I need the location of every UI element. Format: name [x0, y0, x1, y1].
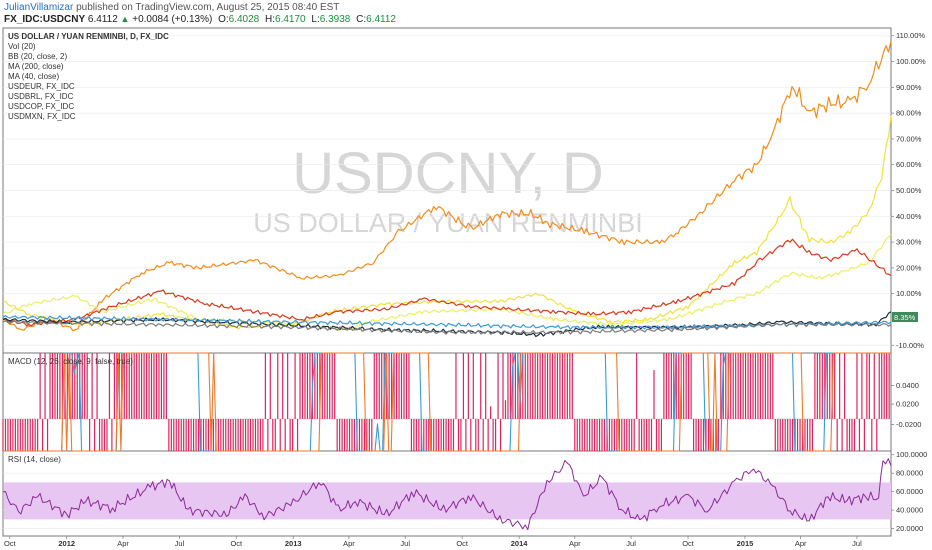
macd-histogram	[2, 353, 890, 451]
legend-item[interactable]: USDEUR, FX_IDC	[8, 82, 75, 91]
tick-label: 50.00%	[896, 186, 922, 195]
time-label: Oct	[230, 539, 243, 548]
tick-label: 100.00%	[896, 57, 926, 66]
low-label: L:	[311, 14, 320, 25]
main-price-axis[interactable]: -10.00% 10.00% 20.00% 30.00% 40.00% 50.00% 60.…	[891, 31, 926, 350]
series-line	[2, 458, 892, 531]
high-value: 6.4170	[275, 14, 306, 25]
series-line	[2, 311, 892, 338]
series-line	[2, 233, 892, 331]
tick-label: 70.00%	[896, 134, 922, 143]
publish-text: published on TradingView.com, August 25,…	[76, 2, 340, 13]
tick-label: 30.00%	[896, 238, 922, 247]
time-label: 2013	[285, 539, 302, 548]
time-label: Apr	[569, 539, 581, 548]
time-label: Apr	[343, 539, 355, 548]
macd-axis[interactable]: -0.0200 0.0200 0.0400	[891, 381, 921, 429]
low-value: 6.3938	[319, 14, 351, 25]
time-label: Apr	[117, 539, 129, 548]
tick-label: 100.0000	[896, 450, 927, 459]
rsi-band	[4, 482, 891, 520]
rsi-series	[2, 458, 892, 531]
tick-label: 20.0000	[896, 524, 923, 533]
up-arrow-icon: ▲	[120, 14, 130, 24]
tick-label: -0.0200	[896, 420, 921, 429]
tick-label: 110.00%	[896, 31, 925, 40]
series-line	[3, 352, 891, 452]
symbol-line: FX_IDC:USDCNY 6.4112 ▲ +0.0084 (+0.13%) …	[4, 14, 396, 25]
tick-label: 80.0000	[896, 469, 923, 478]
plot-background	[3, 28, 891, 550]
time-label: Jul	[400, 539, 410, 548]
time-label: Oct	[456, 539, 469, 548]
time-label: Apr	[795, 539, 807, 548]
chart-header: JulianVillamizar published on TradingVie…	[0, 0, 932, 26]
tick-label: 90.00%	[896, 83, 922, 92]
legend-item[interactable]: MA (40, close)	[8, 72, 59, 81]
close-value: 6.4112	[366, 14, 396, 25]
last-value-tag-label: 8.35%	[894, 313, 916, 322]
series-line	[3, 40, 892, 332]
time-label: Jul	[626, 539, 636, 548]
watermark-symbol: USDCNY, D	[292, 141, 604, 206]
legend-item[interactable]: Vol (20)	[8, 42, 36, 51]
open-label: O:	[218, 14, 229, 25]
time-label: Jul	[852, 539, 862, 548]
tick-label: 60.0000	[896, 487, 923, 496]
time-label: 2014	[511, 539, 529, 548]
rsi-axis[interactable]: 20.0000 40.0000 60.0000 80.0000 100.0000	[891, 450, 927, 533]
series-line	[2, 315, 892, 330]
macd-legend[interactable]: MACD (12, 26, close, 9, false, true)	[8, 357, 133, 366]
tick-label: 0.0200	[896, 400, 919, 409]
series-line	[2, 115, 892, 330]
high-label: H:	[265, 14, 276, 25]
main-series	[2, 40, 892, 338]
tick-label: 0.0400	[896, 381, 919, 390]
last-value-tag: 8.35%	[892, 312, 918, 322]
tick-label: 60.00%	[896, 160, 922, 169]
time-label: 2015	[737, 539, 754, 548]
tick-label: 80.00%	[896, 109, 922, 118]
publish-line: JulianVillamizar published on TradingVie…	[4, 2, 339, 13]
tick-label: 20.00%	[896, 263, 922, 272]
main-gridlines	[3, 35, 891, 346]
rsi-legend[interactable]: RSI (14, close)	[8, 455, 61, 464]
tick-label: 40.0000	[896, 506, 923, 515]
tick-label: 40.00%	[896, 212, 922, 221]
last-value-tag-bg	[892, 312, 918, 322]
main-legend: US DOLLAR / YUAN RENMINBI, D, FX_IDC Vol…	[8, 32, 169, 121]
time-axis[interactable]: Oct 2012 Apr Jul Oct 2013 Apr Jul Oct 2014 Apr Jul O…	[4, 536, 862, 548]
price-change: +0.0084 (+0.13%)	[132, 14, 213, 25]
close-label: C:	[356, 14, 367, 25]
legend-item[interactable]: USDCOP, FX_IDC	[8, 102, 74, 111]
time-label: 2012	[58, 539, 75, 548]
author-link[interactable]: JulianVillamizar	[4, 2, 74, 13]
macd-series	[3, 352, 891, 452]
time-label: Oct	[682, 539, 695, 548]
time-label: Jul	[175, 539, 185, 548]
last-price: 6.4112	[87, 14, 118, 25]
legend-item[interactable]: BB (20, close, 2)	[8, 52, 67, 61]
time-label: Oct	[4, 539, 17, 548]
tick-label: -10.00%	[896, 341, 924, 350]
legend-item[interactable]: USDBRL, FX_IDC	[8, 92, 74, 101]
series-line	[2, 320, 892, 335]
legend-item[interactable]: USDMXN, FX_IDC	[8, 112, 76, 121]
open-value: 6.4028	[228, 14, 260, 25]
legend-item[interactable]: US DOLLAR / YUAN RENMINBI, D, FX_IDC	[8, 32, 169, 41]
symbol-label[interactable]: FX_IDC:USDCNY	[4, 14, 86, 25]
series-line	[2, 238, 892, 327]
legend-item[interactable]: MA (200, close)	[8, 62, 64, 71]
tick-label: 10.00%	[896, 289, 922, 298]
